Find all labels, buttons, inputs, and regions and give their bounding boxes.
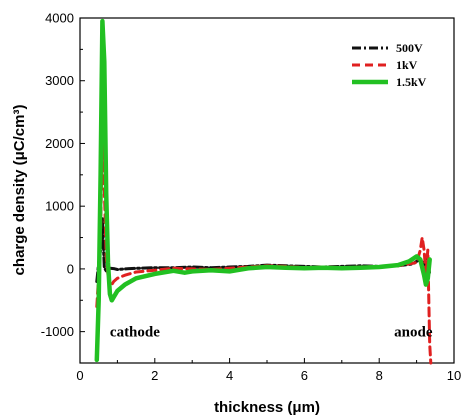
x-tick-label: 0 [76, 368, 83, 383]
x-tick-label: 10 [447, 368, 461, 383]
x-tick-label: 2 [151, 368, 158, 383]
legend-label-1: 1kV [396, 58, 418, 72]
series-line-2 [94, 18, 432, 363]
legend: 500V 1kV 1.5kV [352, 41, 427, 89]
x-tick-label: 4 [226, 368, 233, 383]
legend-label-2: 1.5kV [396, 75, 427, 89]
axis-layer: 0 2 4 6 8 10 -1000 0 1000 2000 3000 4000 [41, 11, 461, 384]
y-axis-title: charge density (μC/cm³) [11, 105, 28, 276]
series-line-0 [95, 217, 432, 283]
y-tick-label: 4000 [45, 11, 74, 26]
annotation-cathode: cathode [110, 325, 160, 341]
plot-area: 0 2 4 6 8 10 -1000 0 1000 2000 3000 4000 cathode ano… [41, 11, 461, 384]
x-tick-label: 6 [301, 368, 308, 383]
annotation-layer: cathode anode [110, 325, 433, 341]
y-tick-label: 0 [67, 261, 74, 276]
y-tick-label: -1000 [41, 324, 74, 339]
annotation-anode: anode [394, 325, 433, 341]
series-layer [94, 18, 433, 365]
x-axis-title: thickness (μm) [214, 399, 320, 416]
y-tick-label: 3000 [45, 73, 74, 88]
y-tick-label: 1000 [45, 199, 74, 214]
legend-label-0: 500V [396, 41, 423, 55]
x-tick-label: 8 [376, 368, 383, 383]
y-tick-label: 2000 [45, 136, 74, 151]
